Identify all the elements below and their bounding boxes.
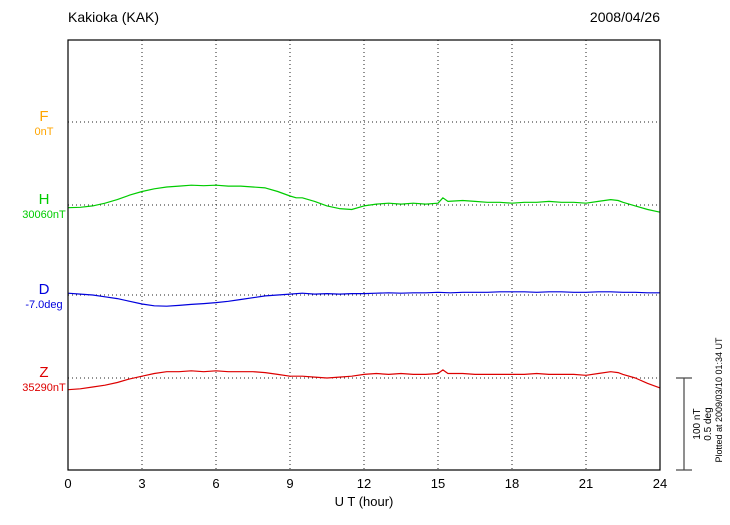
trace-H (67, 184, 661, 213)
x-tick-label-12: 12 (357, 476, 371, 491)
x-tick-label-0: 0 (64, 476, 71, 491)
series-baseline-value-Z: 35290nT (22, 382, 66, 394)
scale-bar-deg-label: 0.5 deg (703, 407, 714, 440)
series-letter-F: F (39, 108, 48, 125)
x-tick-labels: 0 3 6 9 12 15 18 21 24 (64, 476, 667, 491)
x-tick-label-24: 24 (653, 476, 667, 491)
x-tick-label-6: 6 (212, 476, 219, 491)
gridlines (67, 40, 661, 470)
baseline-lines (68, 121, 660, 379)
series-baseline-value-H: 30060nT (22, 209, 66, 221)
page-title: Kakioka (KAK) (68, 9, 159, 25)
plot-frame (67, 39, 661, 471)
x-axis-label: U T (hour) (335, 494, 394, 509)
series-letter-D: D (39, 281, 50, 298)
x-tick-label-15: 15 (431, 476, 445, 491)
scale-bar-nt-label: 100 nT (692, 408, 703, 439)
trace-lines (67, 184, 661, 391)
x-tick-label-3: 3 (138, 476, 145, 491)
scale-bar (676, 377, 692, 471)
series-letter-Z: Z (39, 364, 48, 381)
trace-Z (67, 369, 661, 391)
plotted-at-note: Plotted at 2009/03/10 01:34 UT (714, 337, 724, 463)
x-tick-label-21: 21 (579, 476, 593, 491)
trace-D (67, 291, 660, 307)
series-baseline-value-D: -7.0deg (25, 299, 62, 311)
series-baseline-value-F: 0nT (35, 126, 54, 138)
x-tick-label-9: 9 (286, 476, 293, 491)
x-tick-label-18: 18 (505, 476, 519, 491)
chart-date: 2008/04/26 (590, 9, 660, 25)
series-letter-H: H (39, 191, 50, 208)
